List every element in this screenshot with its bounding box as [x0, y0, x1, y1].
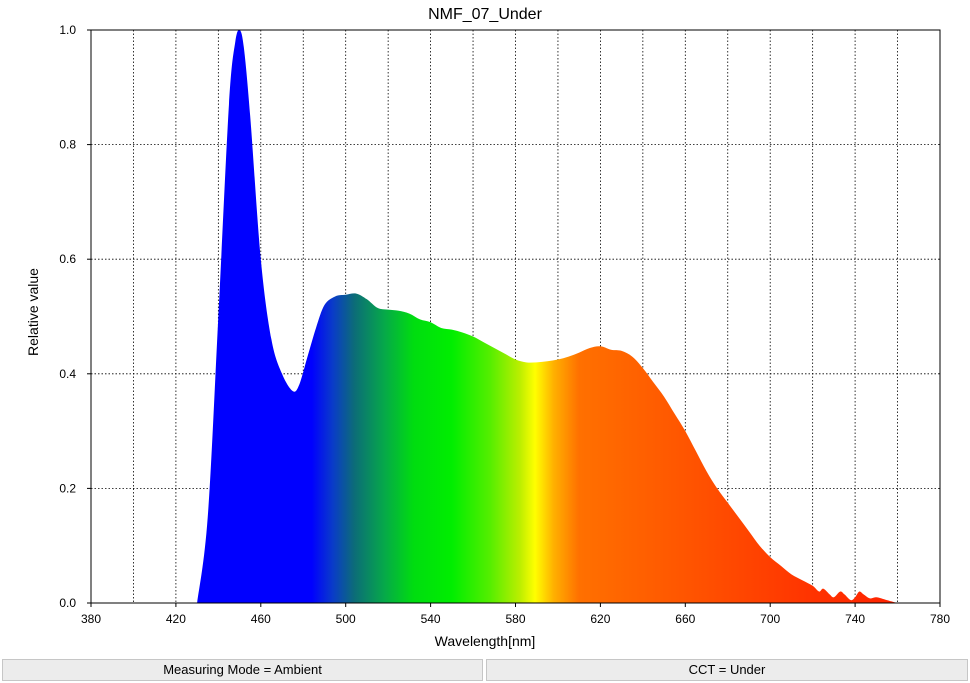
x-tick-label: 460	[251, 612, 271, 626]
axis-ticks: 380 420 460 500 540 580 620 660 700 740 780 0.0 0.2 0…	[59, 23, 950, 626]
x-axis-label: Wavelength[nm]	[434, 633, 536, 649]
y-tick-label: 0.2	[59, 481, 76, 495]
spectrum-area	[197, 30, 898, 603]
y-tick-label: 0.4	[59, 367, 76, 381]
x-tick-label: 660	[675, 612, 695, 626]
x-tick-label: 620	[590, 612, 610, 626]
measuring-mode-status: Measuring Mode = Ambient	[2, 659, 483, 681]
x-tick-label: 380	[81, 612, 101, 626]
x-tick-label: 700	[760, 612, 780, 626]
x-tick-label: 500	[336, 612, 356, 626]
x-tick-label: 540	[421, 612, 441, 626]
chart-title: NMF_07_Under	[428, 6, 542, 23]
y-tick-label: 0.0	[59, 596, 76, 610]
x-tick-label: 740	[845, 612, 865, 626]
y-tick-label: 0.6	[59, 252, 76, 266]
cct-status: CCT = Under	[486, 659, 968, 681]
y-tick-label: 1.0	[59, 23, 76, 37]
y-tick-label: 0.8	[59, 138, 76, 152]
x-tick-label: 420	[166, 612, 186, 626]
x-tick-label: 580	[505, 612, 525, 626]
x-tick-label: 780	[930, 612, 950, 626]
